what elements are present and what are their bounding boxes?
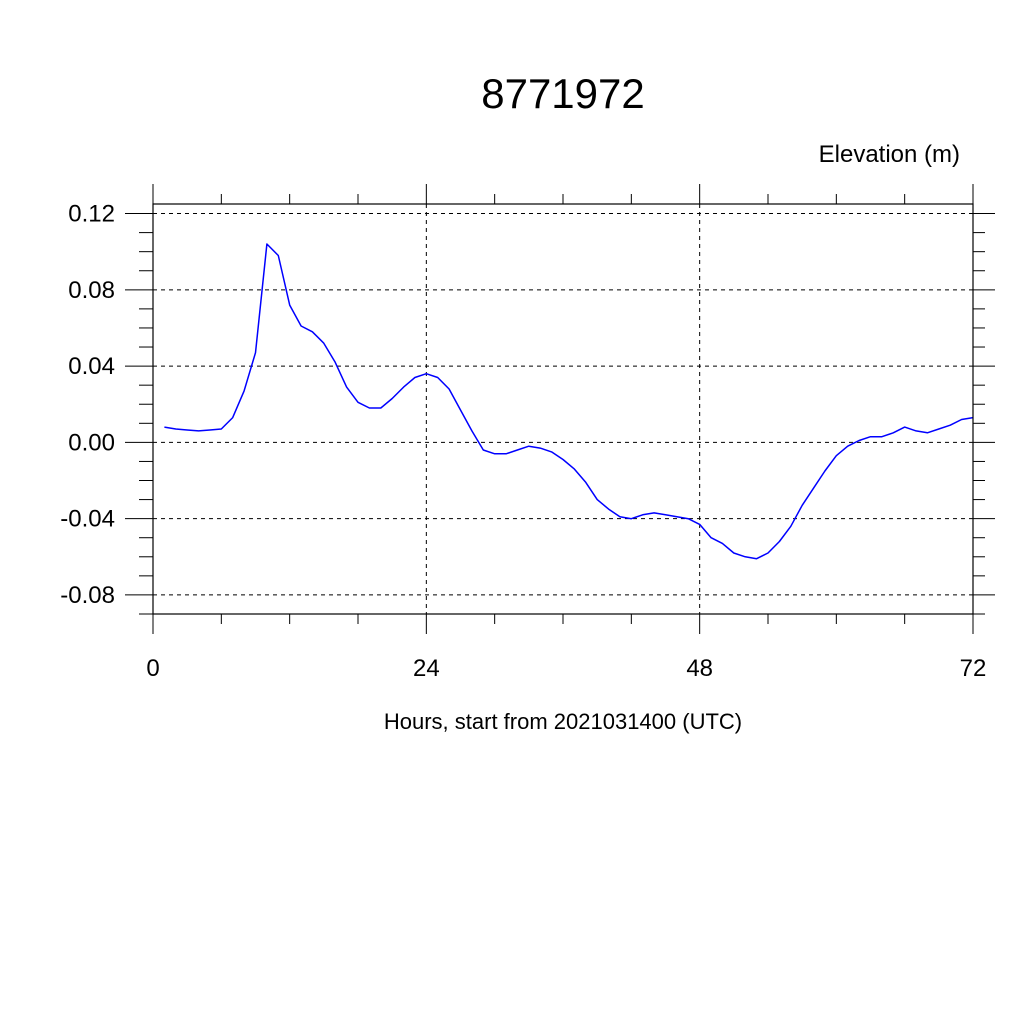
x-tick-label: 48	[686, 655, 713, 682]
y-tick-label: 0.12	[68, 201, 115, 228]
x-tick-label: 0	[146, 655, 159, 682]
y-tick-label: 0.00	[68, 429, 115, 456]
chart-title: 8771972	[481, 70, 645, 117]
y-tick-label: -0.04	[60, 506, 115, 533]
axis-ticks	[125, 184, 995, 634]
elevation-series-line	[164, 243, 974, 560]
plot-frame	[152, 203, 974, 615]
y-axis-label: Elevation (m)	[819, 141, 960, 168]
y-tick-label: 0.08	[68, 277, 115, 304]
y-tick-label: 0.04	[68, 353, 115, 380]
x-axis-label: Hours, start from 2021031400 (UTC)	[384, 709, 742, 734]
series-layer	[164, 243, 974, 560]
x-tick-label: 72	[960, 655, 987, 682]
y-tick-label: -0.08	[60, 582, 115, 609]
x-tick-label: 24	[413, 655, 440, 682]
tick-labels: 0.12 0.08 0.04 0.00 -0.04 -0.08 0 24 48 72	[60, 201, 986, 682]
grid-lines	[153, 204, 973, 614]
